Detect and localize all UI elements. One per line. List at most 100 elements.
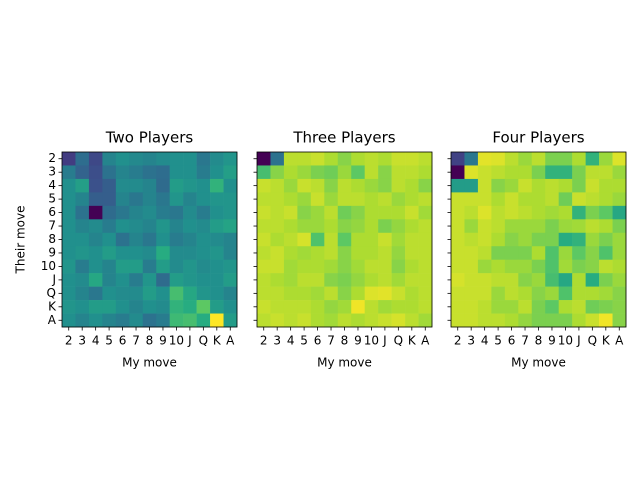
heatmap-cell — [378, 205, 392, 220]
heatmap-cell — [196, 165, 211, 180]
heatmap-cell — [378, 286, 392, 301]
heatmap-cell — [88, 286, 103, 301]
heatmap-cell — [223, 273, 238, 287]
heatmap-cell — [297, 259, 312, 274]
x-tick-label: 5 — [300, 334, 308, 348]
heatmap-cell — [257, 286, 271, 301]
heatmap-cell — [169, 232, 184, 247]
heatmap-cell — [156, 192, 170, 207]
x-tick-label: A — [421, 334, 430, 348]
x-tick-label: 4 — [287, 334, 295, 348]
heatmap-cell — [310, 192, 325, 207]
heatmap-cell — [599, 300, 613, 314]
heatmap-cell — [558, 192, 573, 207]
heatmap-cell — [545, 152, 559, 166]
heatmap-cell — [62, 219, 76, 234]
heatmap-cell — [102, 300, 117, 314]
heatmap-cell — [129, 246, 144, 260]
heatmap-cell — [102, 232, 117, 247]
heatmap-cell — [183, 178, 197, 193]
heatmap-cell — [183, 219, 197, 234]
heatmap-cell — [102, 205, 117, 220]
heatmap-cell — [612, 219, 627, 234]
heatmap-cell — [351, 205, 365, 220]
heatmap-cell — [418, 178, 433, 193]
heatmap-cell — [418, 246, 433, 260]
heatmap-cell — [518, 286, 533, 301]
heatmap-cell — [102, 259, 117, 274]
heatmap-cell — [337, 192, 352, 207]
heatmap-cell — [491, 232, 506, 247]
x-tick-label: J — [576, 334, 581, 348]
heatmap-cell — [62, 259, 76, 274]
x-tick-label: 8 — [341, 334, 349, 348]
heatmap-cell — [75, 246, 90, 260]
heatmap-cell — [464, 273, 479, 287]
heatmap-cell — [545, 286, 559, 301]
heatmap-cell — [364, 178, 379, 193]
x-tick-label: 8 — [146, 334, 154, 348]
heatmap-cell — [477, 286, 492, 301]
heatmap-cell — [504, 165, 519, 180]
heatmap-cell — [257, 300, 271, 314]
heatmap-cell — [451, 205, 465, 220]
heatmap-cell — [531, 178, 546, 193]
heatmap-cell — [75, 286, 90, 301]
heatmap-cell — [391, 246, 406, 260]
heatmap-cell — [270, 300, 285, 314]
heatmap-cell — [531, 300, 546, 314]
heatmap-cell — [210, 300, 224, 314]
heatmap-cell — [183, 259, 197, 274]
heatmap-cell — [518, 152, 533, 166]
heatmap-cell — [351, 313, 365, 328]
heatmap-cell — [418, 192, 433, 207]
heatmap-cell — [378, 313, 392, 328]
heatmap-cell — [210, 259, 224, 274]
heatmap-cell — [102, 273, 117, 287]
heatmap-cell — [391, 219, 406, 234]
heatmap-cell — [572, 300, 586, 314]
heatmap-cell — [558, 232, 573, 247]
heatmap-cell — [183, 313, 197, 328]
heatmap-cell — [88, 219, 103, 234]
heatmap-cell — [405, 178, 419, 193]
heatmap-cell — [612, 246, 627, 260]
heatmap-cell — [156, 300, 170, 314]
heatmap-cell — [102, 178, 117, 193]
heatmap-cell — [531, 259, 546, 274]
heatmap-cell — [210, 286, 224, 301]
heatmap-cell — [62, 152, 76, 166]
heatmap-cell — [88, 313, 103, 328]
heatmap-cell — [504, 273, 519, 287]
heatmap-cell — [378, 232, 392, 247]
heatmap-cell — [545, 205, 559, 220]
heatmap-cell — [531, 313, 546, 328]
heatmap-cell — [129, 232, 144, 247]
heatmap-cell — [183, 165, 197, 180]
x-axis-label: My move — [511, 356, 566, 370]
heatmap-cell — [351, 232, 365, 247]
heatmap-cell — [88, 192, 103, 207]
heatmap-cell — [585, 165, 600, 180]
heatmap-cell — [504, 192, 519, 207]
heatmap-cell — [183, 273, 197, 287]
heatmap-cell — [405, 165, 419, 180]
heatmap-cell — [464, 300, 479, 314]
x-tick-label: 7 — [132, 334, 140, 348]
x-tick-label: 9 — [354, 334, 362, 348]
heatmap-cell — [169, 259, 184, 274]
x-tick-label: 9 — [159, 334, 167, 348]
heatmap-cell — [364, 246, 379, 260]
heatmap-cell — [477, 300, 492, 314]
heatmap-cell — [62, 205, 76, 220]
heatmap-cell — [405, 152, 419, 166]
heatmap-cell — [183, 152, 197, 166]
heatmap-cell — [102, 152, 117, 166]
heatmap-cell — [310, 205, 325, 220]
heatmap-cell — [364, 273, 379, 287]
heatmap-cell — [310, 232, 325, 247]
x-tick-label: 6 — [119, 334, 127, 348]
heatmap-cell — [196, 313, 211, 328]
heatmap-cell — [464, 205, 479, 220]
heatmap-cell — [451, 178, 465, 193]
